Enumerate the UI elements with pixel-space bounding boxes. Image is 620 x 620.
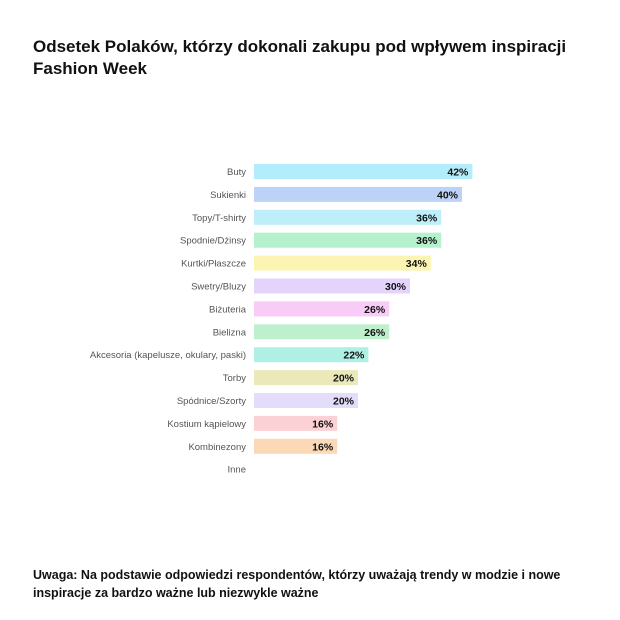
- bar: [254, 255, 431, 271]
- value-label: 16%: [312, 441, 334, 453]
- bar: [254, 278, 410, 294]
- category-label: Topy/T-shirty: [192, 213, 246, 224]
- bar: [254, 232, 442, 248]
- value-label: 20%: [333, 396, 355, 408]
- bar: [254, 209, 442, 225]
- value-label: 40%: [437, 189, 459, 201]
- bar: [254, 164, 473, 179]
- category-label: Torby: [223, 373, 246, 384]
- chart-title: Odsetek Polaków, którzy dokonali zakupu …: [33, 37, 567, 78]
- bar: [254, 393, 358, 408]
- category-label: Bielizna: [213, 327, 247, 338]
- category-label: Swetry/Bluzy: [191, 282, 246, 293]
- value-label: 30%: [385, 281, 407, 293]
- value-label: 42%: [447, 167, 469, 179]
- category-label: Spodnie/Dżinsy: [180, 236, 246, 247]
- category-label: Kostium kąpielowy: [167, 419, 246, 430]
- bar: [254, 186, 462, 202]
- category-label: Spódnice/Szorty: [177, 396, 246, 407]
- value-label: 26%: [364, 304, 386, 316]
- category-label: Sukienki: [210, 190, 246, 201]
- category-label: Kombinezony: [188, 442, 246, 453]
- category-label: Biżuteria: [209, 304, 247, 315]
- footnote: Uwaga: Na podstawie odpowiedzi responden…: [33, 568, 561, 600]
- bars-layer: Buty 42% Sukienki 40% Topy/T-shirty 36% Spodni…: [90, 164, 473, 476]
- value-label: 26%: [364, 327, 386, 339]
- category-label: Inne: [228, 465, 247, 476]
- bar: [254, 438, 338, 454]
- category-label: Buty: [227, 167, 246, 178]
- bar: [254, 415, 338, 431]
- value-label: 36%: [416, 235, 438, 247]
- value-label: 20%: [333, 373, 355, 385]
- value-label: 16%: [312, 418, 334, 430]
- category-label: Kurtki/Płaszcze: [181, 259, 246, 270]
- bar: [254, 301, 390, 317]
- bar: [254, 347, 369, 363]
- value-label: 22%: [343, 350, 365, 362]
- bar: [254, 324, 390, 340]
- bar: [254, 370, 358, 386]
- category-label: Akcesoria (kapelusze, okulary, paski): [90, 350, 246, 361]
- value-label: 34%: [406, 258, 428, 270]
- value-label: 36%: [416, 212, 438, 224]
